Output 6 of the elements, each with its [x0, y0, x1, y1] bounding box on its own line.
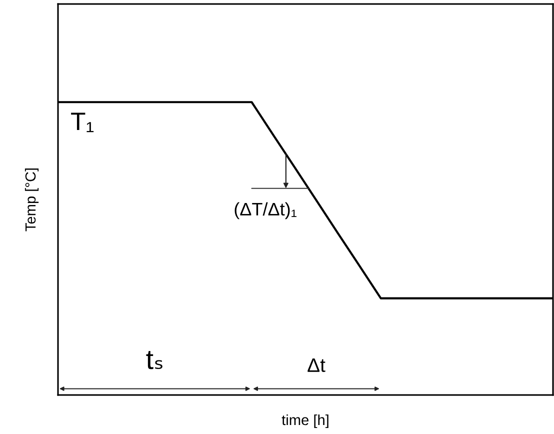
annotation: Δt: [308, 358, 326, 372]
annotation: (ΔT/Δt)₁: [234, 202, 296, 220]
x-axis-title: time [h]: [282, 414, 328, 428]
annotation: T₁: [71, 112, 94, 132]
annotation: tₛ: [146, 350, 162, 370]
y-axis-title: Temp [°C]: [24, 168, 39, 232]
